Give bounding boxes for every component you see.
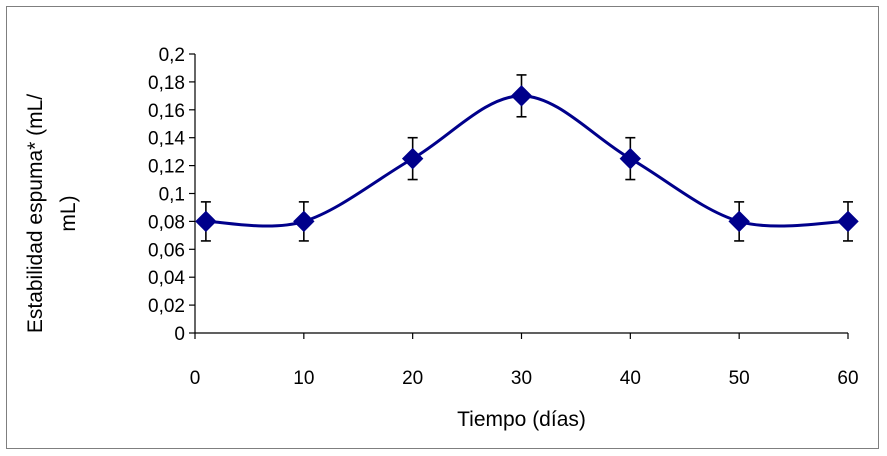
y-tick-label: 0,1 [159,185,185,206]
y-tick-label: 0,02 [148,296,185,317]
x-tick-label: 10 [293,368,314,389]
y-axis-ticks: 0 0,02 0,04 0,06 0,08 0,1 0,12 0,14 0,16 0,18 0,2 [148,45,195,345]
x-axis-title: Tiempo (días) [457,408,586,431]
y-tick-label: 0,12 [148,157,185,178]
x-tick-label: 40 [620,368,641,389]
x-tick-label: 60 [837,368,858,389]
y-tick-label: 0,18 [148,73,185,94]
x-tick-label: 30 [511,368,532,389]
y-axis-title: Estabilidad espuma* (mL/ mL) [24,94,80,333]
y-axis-title-line-2: mL) [57,195,80,231]
y-tick-label: 0,06 [148,240,185,261]
data-point-marker [195,210,217,233]
y-tick-label: 0,16 [148,101,185,122]
data-point-marker [510,85,533,107]
chart-frame [6,6,879,449]
y-tick-label: 0,08 [148,212,185,233]
x-tick-label: 0 [190,368,201,389]
data-point-marker [293,210,315,233]
x-tick-label: 50 [729,368,750,389]
series-line [205,94,849,228]
plot-area: 00,020,040,060,080,10,120,140,160,180,2 … [148,45,859,389]
x-axis-ticks: 0 10 20 30 40 50 60 [190,333,859,389]
y-tick-label: 0,04 [148,268,185,289]
y-tick-label: 0,2 [159,45,185,66]
data-point-marker [728,210,750,233]
x-tick-label: 20 [402,368,423,389]
y-axis-title-line-1: Estabilidad espuma* (mL/ [24,94,47,333]
y-tick-label: 0 [174,324,185,345]
data-point-marker [619,147,642,170]
y-tick-label: 0,14 [148,129,185,150]
data-point-marker [837,210,859,233]
data-point-marker [401,147,424,170]
series-layer [195,74,859,242]
